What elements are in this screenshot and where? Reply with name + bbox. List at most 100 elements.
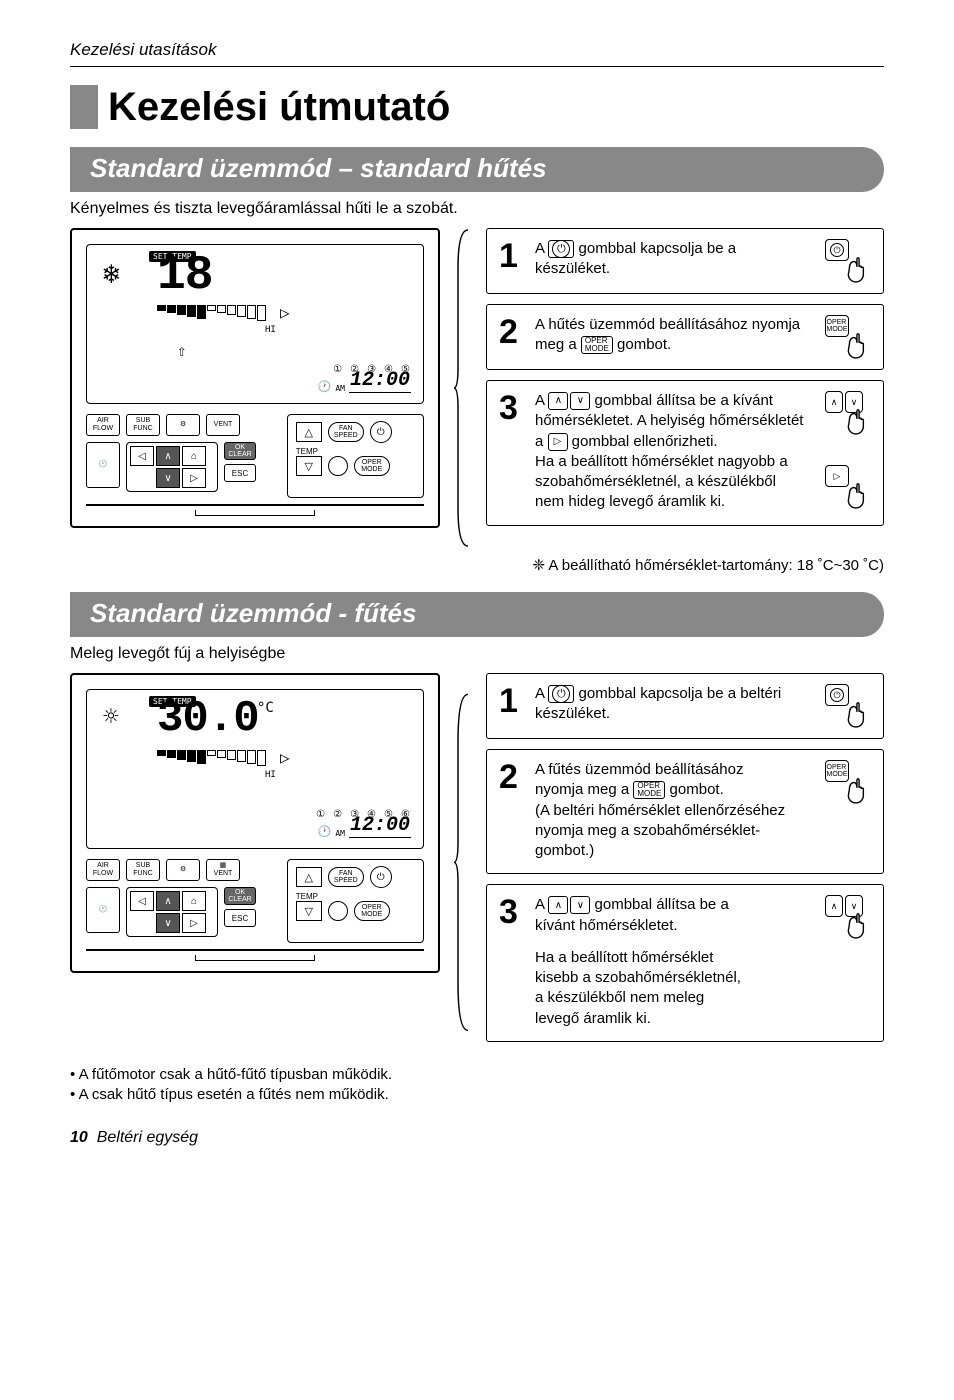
temp-down-button2[interactable]: ▽	[296, 901, 322, 921]
timer-button[interactable]: 🕐	[86, 442, 120, 488]
fan-speed-button[interactable]: FAN SPEED	[328, 422, 364, 442]
oper-mode-button[interactable]: OPER MODE	[354, 456, 390, 476]
sub-func-button2[interactable]: SUB FUNC	[126, 859, 160, 881]
settings-button[interactable]: ⚙	[166, 414, 200, 436]
curly-brace-icon2	[454, 673, 472, 1052]
swing-icon: ⇧	[177, 341, 187, 360]
clock-icon: 🕐	[318, 380, 332, 393]
down-key-icon2: ∨	[570, 896, 590, 914]
power-key-icon2: ⏻	[548, 685, 574, 703]
step-a3: 3 A ∧∨ gombbal állítsa be a kívánt hőmér…	[486, 380, 884, 526]
nav-up2[interactable]: ∧	[156, 891, 180, 911]
press-opermode-icon2: OPER MODE	[825, 760, 871, 802]
bar-arrow-icon2: ▷	[280, 748, 290, 767]
step-b1-number: 1	[499, 684, 525, 726]
section2-content: ☼ SET TEMP 30.0 °C ▷ HI ① ② ③ ④ ⑤ ⑥	[70, 673, 884, 1052]
page-footer: 10 Beltéri egység	[70, 1129, 884, 1147]
temp-up-button2[interactable]: △	[296, 867, 322, 887]
section2-subtitle: Meleg levegőt fúj a helyiségbe	[70, 645, 884, 663]
bullet-2: • A csak hűtő típus esetén a fűtés nem m…	[70, 1086, 884, 1103]
title-accent-bar	[70, 85, 98, 129]
remote1-display: ❄ SET TEMP 18 ▷ HI ⇧ ① ② ③ ④ ⑤ 🕐 AM 12:	[86, 244, 424, 404]
nav-right-inner[interactable]: ▷	[182, 468, 206, 488]
step-b3-text: A ∧∨ gombbal állítsa be a kívánt hőmérsé…	[535, 895, 811, 1029]
ok-clear-button2[interactable]: OK CLEAR	[224, 887, 256, 905]
section1-content: ❄ SET TEMP 18 ▷ HI ⇧ ① ② ③ ④ ⑤ 🕐 AM 12:	[70, 228, 884, 548]
step-b2-text: A fűtés üzemmód beállításához nyomja meg…	[535, 760, 811, 861]
footer-label: Beltéri egység	[97, 1129, 198, 1146]
section2-banner: Standard üzemmód - fűtés	[70, 592, 884, 637]
bar-arrow-icon: ▷	[280, 303, 290, 322]
temp-readout: 18	[157, 249, 213, 303]
ok-clear-button[interactable]: OK CLEAR	[224, 442, 256, 460]
nav-left[interactable]: ◁	[130, 446, 154, 466]
indicator-led-icon	[328, 456, 348, 476]
timer-button2[interactable]: 🕐	[86, 887, 120, 933]
remote1-base	[86, 504, 424, 516]
clock-readout: 🕐 AM 12:00	[318, 369, 411, 393]
step-a1-number: 1	[499, 239, 525, 281]
clock-value: 12:00	[349, 369, 411, 393]
temp-down-button[interactable]: ▽	[296, 456, 322, 476]
nav-down2[interactable]: ∨	[156, 913, 180, 933]
clock-value2: 12:00	[349, 814, 411, 838]
nav-home2[interactable]: ⌂	[182, 891, 206, 911]
sub-func-button[interactable]: SUB FUNC	[126, 414, 160, 436]
step-b2: 2 A fűtés üzemmód beállításához nyomja m…	[486, 749, 884, 874]
clock-readout2: 🕐 AM 12:00	[318, 814, 411, 838]
main-title-row: Kezelési útmutató	[70, 85, 884, 129]
section2-steps: 1 A ⏻ gombbal kapcsolja be a beltéri kés…	[486, 673, 884, 1052]
page-title: Kezelési útmutató	[108, 85, 450, 129]
vent-button[interactable]: VENT	[206, 414, 240, 436]
down-key-icon: ∨	[570, 392, 590, 410]
step-a3-text: A ∧∨ gombbal állítsa be a kívánt hőmérsé…	[535, 391, 811, 513]
footnote-bullets: • A fűtőmotor csak a hűtő-fűtő típusban …	[70, 1066, 884, 1103]
nav-cluster: ◁ ∧ ⌂ ∨ ▷	[126, 442, 218, 492]
fan-bar-graph	[157, 305, 266, 321]
hi-label2: HI	[265, 770, 276, 780]
page-number: 10	[70, 1129, 88, 1146]
up-key-icon: ∧	[548, 392, 568, 410]
oper-mode-button2[interactable]: OPER MODE	[354, 901, 390, 921]
remote2-base	[86, 949, 424, 961]
remote2-buttons: AIR FLOW SUB FUNC ⚙ ▦VENT 🕐 ◁ ∧ ⌂ ∨	[86, 859, 424, 943]
step-b1: 1 A ⏻ gombbal kapcsolja be a beltéri kés…	[486, 673, 884, 739]
remote-control-2: ☼ SET TEMP 30.0 °C ▷ HI ① ② ③ ④ ⑤ ⑥	[70, 673, 440, 973]
settings-button2[interactable]: ⚙	[166, 859, 200, 881]
nav-right-inner2[interactable]: ▷	[182, 913, 206, 933]
press-power-icon: ⏻	[825, 239, 871, 281]
oper-mode-key-icon: OPER MODE	[581, 336, 613, 354]
step-a3-number: 3	[499, 391, 525, 513]
air-flow-button2[interactable]: AIR FLOW	[86, 859, 120, 881]
temp-up-button[interactable]: △	[296, 422, 322, 442]
air-flow-button[interactable]: AIR FLOW	[86, 414, 120, 436]
indicator-led-icon2	[328, 901, 348, 921]
press-power-icon2: ⏻	[825, 684, 871, 726]
fan-speed-button2[interactable]: FAN SPEED	[328, 867, 364, 887]
nav-up[interactable]: ∧	[156, 446, 180, 466]
power-button[interactable]: ⏻	[370, 421, 392, 443]
vent-button2[interactable]: ▦VENT	[206, 859, 240, 881]
page-container: Kezelési utasítások Kezelési útmutató St…	[0, 0, 954, 1177]
step-b2-number: 2	[499, 760, 525, 861]
step-b1-text: A ⏻ gombbal kapcsolja be a beltéri készü…	[535, 684, 811, 726]
clock-icon2: 🕐	[318, 825, 332, 838]
nav-down[interactable]: ∨	[156, 468, 180, 488]
esc-button[interactable]: ESC	[224, 464, 256, 482]
up-key-icon2: ∧	[548, 896, 568, 914]
section1-subtitle: Kényelmes és tiszta levegőáramlással hűt…	[70, 200, 884, 218]
running-header: Kezelési utasítások	[70, 40, 884, 67]
temp-readout2: 30.0	[157, 694, 259, 744]
section1-banner: Standard üzemmód – standard hűtés	[70, 147, 884, 192]
nav-home[interactable]: ⌂	[182, 446, 206, 466]
nav-left2[interactable]: ◁	[130, 891, 154, 911]
temp-label2: TEMP	[296, 892, 324, 901]
section1-footnote: ❈ A beállítható hőmérséklet-tartomány: 1…	[70, 556, 884, 574]
step-a2: 2 A hűtés üzemmód beállításához nyomja m…	[486, 304, 884, 370]
step-a1-text: A ⏻ gombbal kapcsolja be a készüléket.	[535, 239, 811, 281]
degree-c-label: °C	[257, 700, 274, 716]
power-button2[interactable]: ⏻	[370, 866, 392, 888]
esc-button2[interactable]: ESC	[224, 909, 256, 927]
temp-label: TEMP	[296, 447, 324, 456]
step-a2-text: A hűtés üzemmód beállításához nyomja meg…	[535, 315, 811, 357]
